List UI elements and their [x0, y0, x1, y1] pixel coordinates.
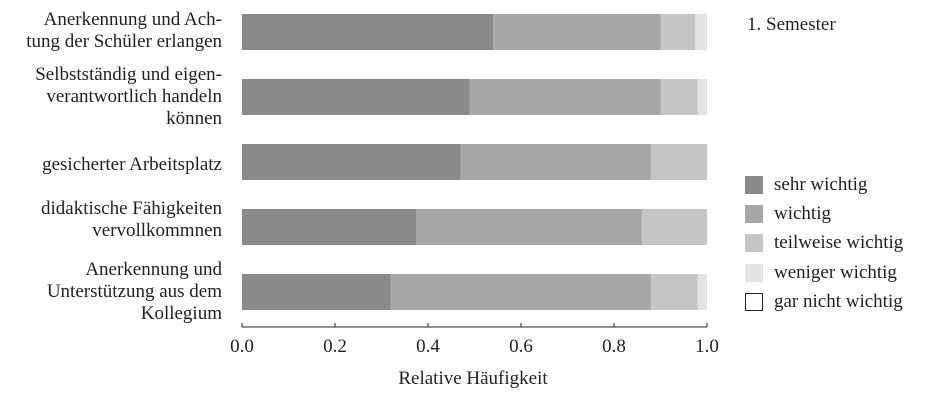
legend-label: sehr wichtig — [774, 174, 868, 195]
bar-segment-4-1 — [242, 209, 417, 245]
legend-label: weniger wichtig — [774, 262, 897, 283]
bar-segment-3-1 — [242, 144, 461, 180]
category-label-line: Anerkennung und Ach- — [43, 9, 222, 30]
legend-label: gar nicht wichtig — [774, 291, 903, 312]
bar-segment-2-3 — [660, 79, 698, 115]
x-tick-label: 1.0 — [695, 336, 719, 357]
x-axis: 0.0 0.2 0.4 0.6 0.8 1.0 — [230, 323, 719, 357]
category-label-line: tung der Schüler erlangen — [26, 31, 222, 52]
legend-swatch — [745, 205, 763, 223]
bar-segment-1-2 — [493, 14, 661, 50]
bar-segment-2-2 — [469, 79, 661, 115]
category-label-line: Selbstständig und eigen- — [35, 64, 222, 85]
category-label-line: Anerkennung und — [85, 259, 222, 280]
category-label: gesicherter Arbeitsplatz — [0, 154, 222, 176]
bar-segment-2-4 — [697, 79, 707, 115]
category-label-line: verantwortlich handeln — [46, 86, 222, 107]
bar-segment-2-1 — [242, 79, 470, 115]
bar-segment-5-1 — [242, 274, 391, 310]
bar-segment-5-3 — [651, 274, 698, 310]
legend-swatch — [745, 176, 763, 194]
category-label: Anerkennung und Ach-tung der Schüler erl… — [0, 9, 222, 53]
category-label-line: können — [166, 108, 222, 129]
bar-segment-3-2 — [460, 144, 652, 180]
category-label: Anerkennung und Unterstützung aus dem Koll… — [0, 259, 222, 325]
bar-segment-3-3 — [651, 144, 707, 180]
x-tick-label: 0.0 — [230, 336, 254, 357]
legend-swatch — [745, 293, 763, 311]
category-label-line: gesicherter Arbeitsplatz — [42, 154, 222, 175]
category-label-line: vervollkommnen — [92, 220, 222, 241]
category-label: Selbstständig und eigen-verantwortlich h… — [0, 64, 222, 130]
x-tick-label: 0.4 — [416, 336, 440, 357]
bar-segment-4-2 — [416, 209, 642, 245]
bar-segment-1-4 — [695, 14, 707, 50]
bar-area — [242, 14, 707, 310]
legend-label: wichtig — [774, 203, 831, 224]
bar-segment-4-3 — [641, 209, 707, 245]
bar-segment-5-4 — [697, 274, 707, 310]
category-label-line: didaktische Fähigkeiten — [41, 198, 222, 219]
chart-title: 1. Semester — [747, 14, 836, 35]
category-label-line: Unterstützung aus dem — [46, 281, 222, 302]
bar-segment-1-3 — [660, 14, 696, 50]
legend-swatch — [745, 234, 763, 252]
legend-label: teilweise wichtig — [774, 232, 904, 253]
category-label: didaktische Fähigkeiten vervollkommnen — [0, 198, 222, 242]
x-tick-label: 0.2 — [323, 336, 347, 357]
bar-segment-5-2 — [390, 274, 652, 310]
category-label-line: Kollegium — [140, 303, 222, 324]
x-tick-label: 0.6 — [509, 336, 533, 357]
legend-swatch — [745, 264, 763, 282]
x-axis-label: Relative Häufigkeit — [398, 368, 548, 389]
bar-segment-1-1 — [242, 14, 494, 50]
x-tick-label: 0.8 — [602, 336, 626, 357]
